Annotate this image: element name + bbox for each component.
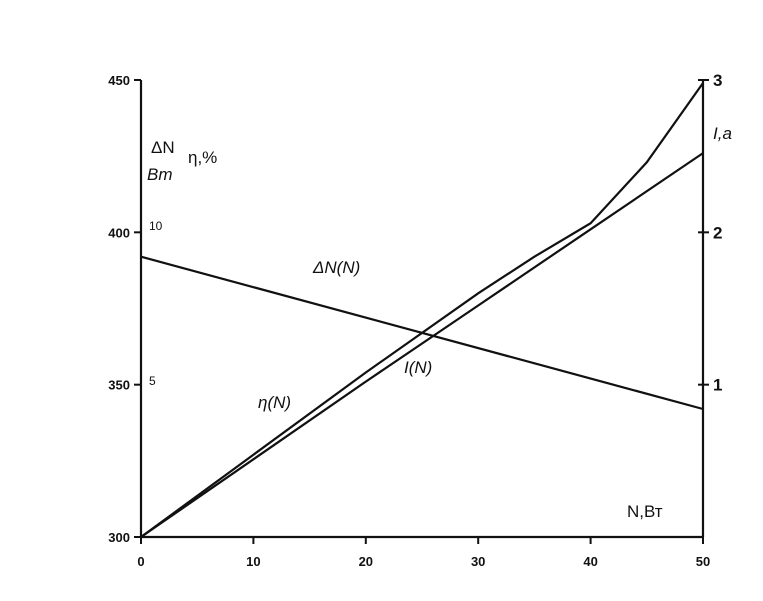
- y-left-tick-label: 450: [108, 73, 130, 88]
- y-left-tick-label: 300: [108, 530, 130, 545]
- y-left-label-unit: Bm: [147, 165, 173, 184]
- x-ticks: 0 10 20 30 40 50: [137, 537, 710, 569]
- x-tick-label: 10: [246, 554, 260, 569]
- y-right-tick-label: 3: [713, 71, 722, 90]
- inner-tick-label-10: 10: [149, 219, 163, 233]
- y-left-tick-label: 350: [108, 378, 130, 393]
- y-left-ticks: 300 350 400 450: [108, 73, 141, 545]
- series-label-eta: η(N): [258, 393, 291, 412]
- y-right-ticks: 1 2 3: [698, 71, 722, 395]
- x-axis-label: N,Вт: [627, 502, 663, 521]
- x-tick-label: 50: [696, 554, 710, 569]
- x-tick-label: 40: [583, 554, 597, 569]
- y-left-label-eta: η,%: [188, 148, 217, 167]
- series-line-current: [140, 82, 704, 538]
- series-line-eta: [140, 152, 704, 538]
- series-label-delta-n: ΔN(N): [312, 258, 360, 277]
- y-left-tick-label: 400: [108, 225, 130, 240]
- y-left-label-delta-n: ΔN: [151, 138, 175, 157]
- series-label-current: I(N): [404, 358, 432, 377]
- x-tick-label: 0: [137, 554, 144, 569]
- y-right-tick-label: 1: [713, 376, 722, 395]
- y-right-label: I,a: [713, 124, 732, 143]
- x-tick-label: 20: [359, 554, 373, 569]
- y-right-tick-label: 2: [713, 223, 722, 242]
- x-tick-label: 30: [471, 554, 485, 569]
- inner-tick-label-5: 5: [149, 374, 156, 388]
